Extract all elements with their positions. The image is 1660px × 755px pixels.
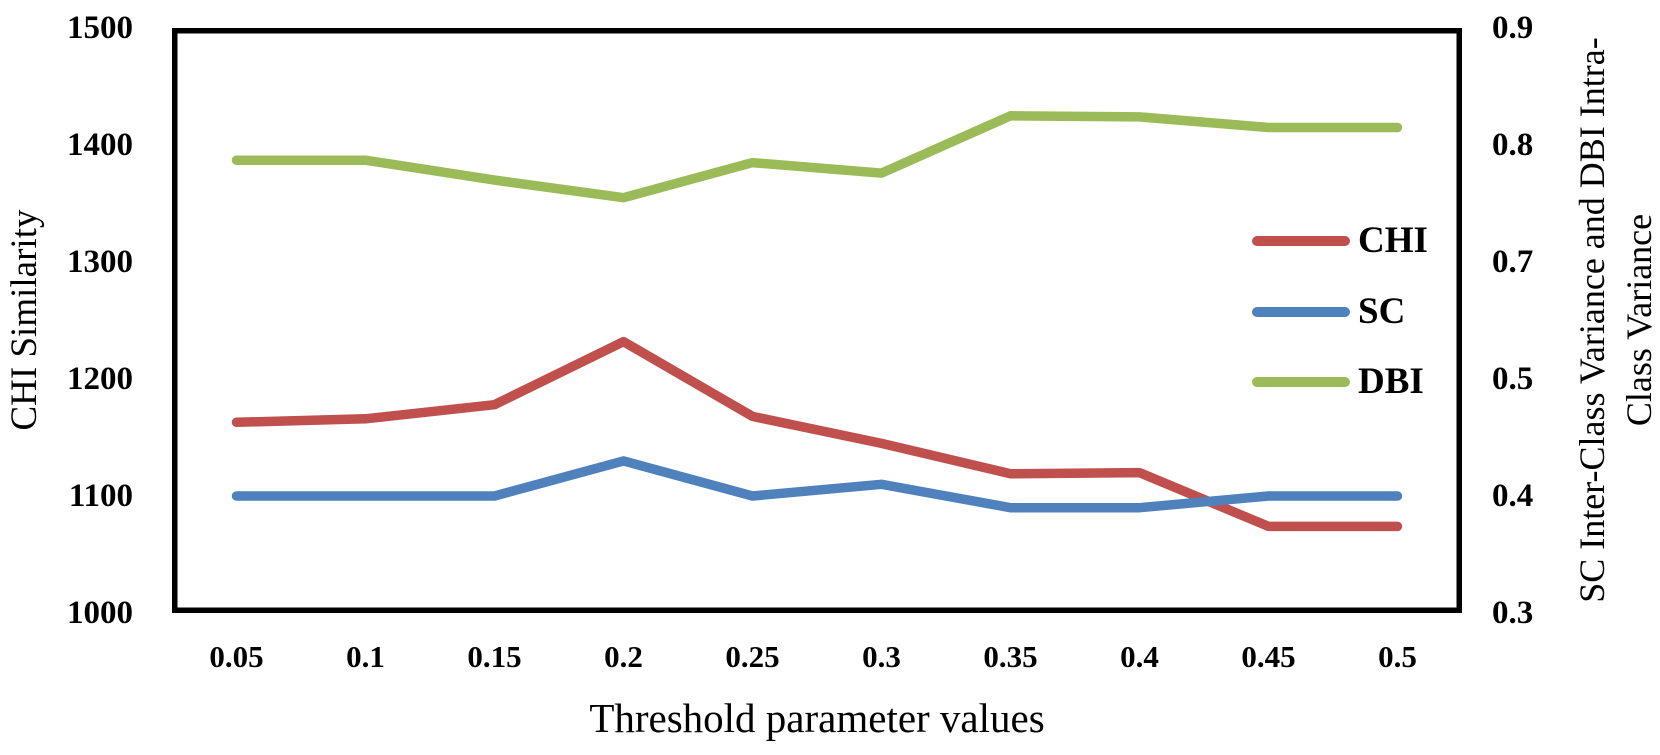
legend-label-chi: CHI [1358, 220, 1428, 261]
x-axis-title: Threshold parameter values [589, 695, 1045, 741]
legend-label-sc: SC [1358, 291, 1406, 332]
y-left-tick-label: 1400 [67, 127, 133, 163]
x-tick-label: 0.05 [209, 639, 264, 674]
series-line-sc [231, 456, 1403, 513]
y-left-tick-label: 1100 [68, 478, 133, 514]
y-left-tick-label: 1200 [67, 361, 133, 397]
y-axis-right-title-line1: SC Inter-Class Variance and DBI Intra- [1572, 37, 1612, 603]
y-right-tick-label: 0.9 [1492, 10, 1534, 46]
x-tick-label: 0.2 [604, 639, 643, 674]
y-axis-right-title: SC Inter-Class Variance and DBI Intra- C… [1569, 0, 1660, 680]
x-tick-label: 0.3 [862, 639, 901, 674]
y-right-tick-label: 0.8 [1492, 127, 1534, 163]
y-axis-left-title: CHI Similarity [4, 209, 45, 431]
x-tick-label: 0.45 [1241, 639, 1296, 674]
x-tick-label: 0.15 [467, 639, 522, 674]
y-left-tick-label: 1000 [67, 595, 133, 631]
legend-item-dbi: DBI [1252, 360, 1424, 404]
y-right-tick-label: 0.3 [1492, 595, 1534, 631]
series-line-dbi [231, 111, 1403, 203]
legend-swatch-chi [1252, 236, 1350, 246]
legend-swatch-sc [1252, 307, 1350, 317]
y-right-tick-label: 0.5 [1492, 361, 1534, 397]
y-left-tick-label: 1300 [67, 244, 133, 280]
legend-label-dbi: DBI [1358, 361, 1424, 402]
y-left-tick-label: 1500 [67, 10, 133, 46]
legend-item-sc: SC [1252, 290, 1405, 334]
y-right-tick-label: 0.7 [1492, 244, 1534, 280]
legend-swatch-dbi [1252, 377, 1350, 387]
x-tick-label: 0.5 [1378, 639, 1417, 674]
plot-border [172, 28, 1462, 613]
y-axis-right-title-line2: Class Variance [1619, 213, 1659, 427]
legend-item-chi: CHI [1252, 219, 1428, 263]
x-tick-label: 0.35 [983, 639, 1038, 674]
y-right-tick-label: 0.4 [1492, 478, 1534, 514]
x-tick-label: 0.25 [725, 639, 780, 674]
x-tick-label: 0.1 [346, 639, 385, 674]
x-tick-label: 0.4 [1120, 639, 1159, 674]
